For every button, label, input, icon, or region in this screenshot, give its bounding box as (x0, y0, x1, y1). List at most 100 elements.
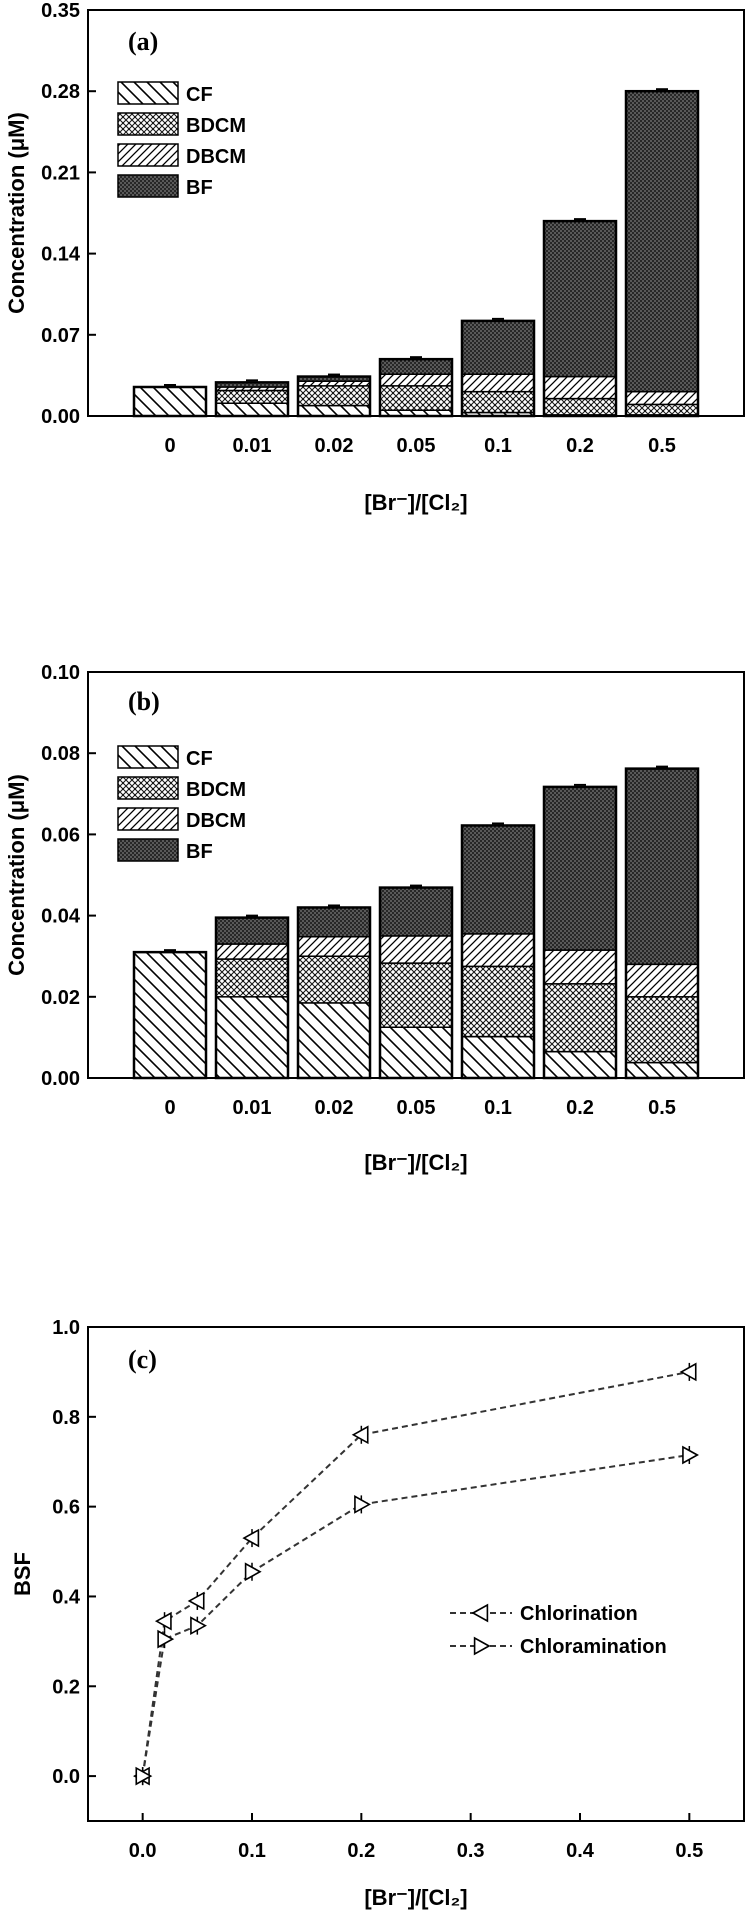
bar-segment-bdcm (625, 403, 699, 416)
panel-a-y-ticks: 0.00 0.07 0.14 0.21 0.28 0.35 (41, 0, 96, 428)
bar-segment-bdcm (215, 958, 289, 998)
x-tick-label: 0.05 (397, 435, 436, 457)
y-tick-label: 0.00 (41, 406, 80, 428)
y-tick-label: 0.06 (41, 824, 80, 846)
bar-segment-dbcm (215, 943, 289, 960)
legend-swatch-bf (117, 838, 179, 862)
bar-segment-dbcm (625, 963, 699, 998)
bar-outline (542, 785, 618, 1080)
bar-segment-bf (379, 886, 453, 937)
panel-c-y-ticks: 0.0 0.2 0.4 0.6 0.8 1.0 (52, 1317, 96, 1788)
x-tick-label: 0.2 (347, 1840, 375, 1862)
bar-segment-dbcm (379, 935, 453, 964)
legend-label-bdcm: BDCM (186, 115, 246, 137)
y-tick-label: 0.02 (41, 987, 80, 1009)
bar-segment-cf (297, 1002, 371, 1079)
bar-segment-bf (461, 824, 535, 935)
x-tick-label: 0.5 (648, 1097, 676, 1119)
bar-segment-bf (625, 767, 699, 966)
bar-segment-dbcm (297, 935, 371, 957)
x-tick-label: 0.4 (566, 1840, 595, 1862)
bar-segment-bf (543, 220, 617, 378)
bar-segment-cf (133, 386, 207, 417)
legend-label-dbcm: DBCM (186, 810, 246, 832)
x-tick-label: 0.3 (457, 1840, 485, 1862)
panel-c-x-axis-title: [Br⁻]/[Cl₂] (364, 1885, 467, 1910)
y-tick-label: 0.28 (41, 81, 80, 103)
legend-swatch-cf (117, 81, 179, 105)
y-tick-label: 0.4 (52, 1586, 81, 1608)
data-point-chlorination (242, 1528, 260, 1548)
bar-outline (296, 375, 372, 418)
x-tick-label: 0.1 (484, 1097, 512, 1119)
y-tick-label: 0.04 (41, 906, 81, 928)
y-tick-label: 0.10 (41, 662, 80, 684)
legend-label-bf: BF (186, 177, 213, 199)
panel-a-legend: CF BDCM DBCM BF (117, 81, 246, 199)
panel-a-x-ticks: 0 0.01 0.02 0.05 0.1 0.2 0.5 (164, 408, 676, 457)
panel-c-y-axis-title: BSF (10, 1552, 35, 1596)
data-point-chlorination (679, 1362, 697, 1382)
bar-outline (132, 385, 208, 418)
data-point-chloramination (244, 1562, 262, 1582)
bar-segment-cf (461, 1035, 535, 1079)
x-tick-label: 0.05 (397, 1097, 436, 1119)
panel-a-x-axis-title: [Br⁻]/[Cl₂] (364, 490, 467, 515)
legend-marker-chloramination (473, 1636, 491, 1656)
bar-outline (378, 357, 454, 418)
bar-outline (296, 906, 372, 1080)
x-tick-label: 0 (164, 1097, 175, 1119)
data-point-chloramination (354, 1495, 371, 1514)
legend-label-chloramination: Chloramination (520, 1636, 667, 1658)
bar-segment-bf (379, 358, 453, 375)
x-tick-label: 0.2 (566, 435, 594, 457)
x-tick-label: 0.1 (238, 1840, 266, 1862)
bar-outline (624, 767, 700, 1080)
bar-segment-bf (215, 916, 289, 945)
panel-b-legend: CF BDCM DBCM BF (117, 745, 246, 863)
bar-segment-dbcm (625, 390, 699, 406)
x-tick-label: 0.01 (233, 435, 272, 457)
panel-b-y-axis-title: Concentration (μM) (4, 774, 29, 976)
panel-a-label: (a) (128, 27, 158, 56)
data-point-chloramination (135, 1766, 153, 1786)
bar-segment-cf (379, 1026, 453, 1079)
bar-segment-bdcm (461, 390, 535, 414)
panel-c: (c) 0.00.20.40.60.81.0 0.0 0.1 0.2 0.3 0.4 0.… (10, 1317, 745, 1910)
panel-b-y-ticks: 0.00 0.02 0.04 0.06 0.08 0.10 (41, 662, 96, 1090)
bar-outline (214, 916, 290, 1080)
bar-segment-bdcm (625, 996, 699, 1064)
legend-marker-chlorination (471, 1603, 489, 1623)
bar-segment-bdcm (379, 385, 453, 411)
panel-b: (b) 0.000.020.040.060.080.10 0 0.01 0.02 0.… (4, 662, 745, 1175)
x-tick-label: 0.5 (675, 1840, 703, 1862)
data-point-chlorination (351, 1425, 369, 1445)
y-tick-label: 0.35 (41, 0, 80, 22)
bar-outline (214, 381, 290, 418)
data-point-chloramination (682, 1445, 699, 1465)
y-tick-label: 0.21 (41, 162, 80, 184)
y-tick-label: 0.07 (41, 325, 80, 347)
panel-b-bars (132, 765, 700, 1080)
bar-segment-bdcm (297, 385, 371, 407)
legend-swatch-cf (117, 745, 179, 769)
x-tick-label: 0.02 (315, 1097, 354, 1119)
y-tick-label: 0.0 (52, 1766, 80, 1788)
bar-segment-cf (297, 404, 371, 417)
bar-outline (542, 219, 618, 418)
legend-swatch-dbcm (117, 807, 179, 831)
legend-label-cf: CF (186, 748, 213, 770)
data-point-chlorination (187, 1591, 205, 1611)
x-tick-label: 0.1 (484, 435, 512, 457)
bar-outline (460, 319, 536, 418)
bar-segment-cf (215, 402, 289, 417)
y-tick-label: 0.2 (52, 1676, 80, 1698)
panel-b-x-ticks: 0 0.01 0.02 0.05 0.1 0.2 0.5 (164, 1070, 676, 1119)
y-tick-label: 0.8 (52, 1407, 80, 1429)
bar-segment-bdcm (215, 389, 289, 404)
bar-outline (132, 950, 208, 1080)
bar-outline (378, 886, 454, 1080)
legend-label-bf: BF (186, 841, 213, 863)
bar-segment-cf (133, 951, 207, 1079)
